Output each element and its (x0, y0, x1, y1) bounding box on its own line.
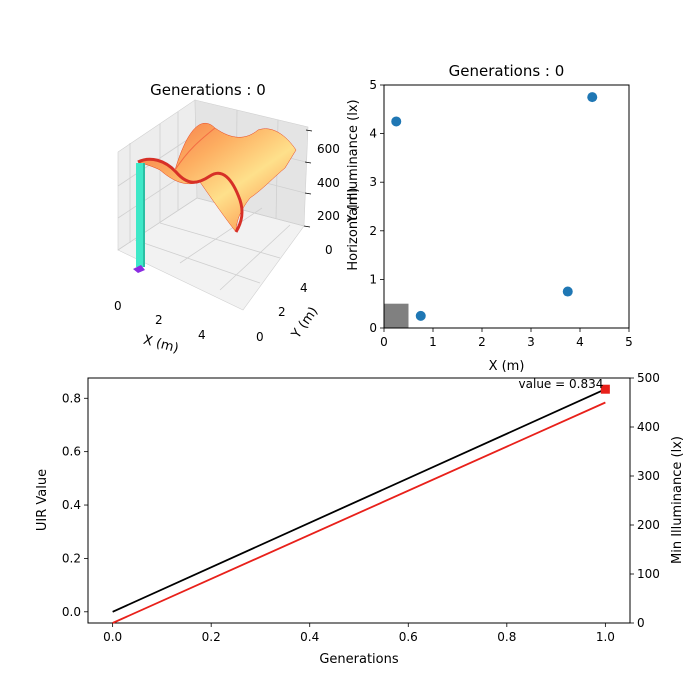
y2-tick-label: 400 (637, 420, 660, 434)
surface-ytick-label: 4 (300, 281, 308, 295)
surface-bar-base (133, 265, 145, 273)
surface-ytick-label: 0 (256, 330, 264, 344)
x-tick-label: 1 (429, 335, 437, 349)
surface-bar (133, 163, 145, 273)
y-tick-label: 5 (369, 78, 377, 92)
x-tick-label: 4 (576, 335, 584, 349)
x-tick-label: 2 (478, 335, 486, 349)
x-tick-label: 0.2 (202, 630, 221, 644)
line-ylabel: UIR Value (35, 469, 50, 531)
scatter-panel: 0 1 2 3 4 5 0 1 2 3 4 5 Generations : 0 X (m) Horizont… (346, 62, 633, 374)
y-tick-label: 2 (369, 224, 377, 238)
surface-panel: Generations : 0 (114, 81, 340, 357)
surface-title: Generations : 0 (150, 81, 266, 99)
y-tick-label: 1 (369, 272, 377, 286)
y2-tick-label: 0 (637, 616, 645, 630)
x-tick-label: 3 (527, 335, 535, 349)
surface-yticks: 0 2 4 (256, 281, 308, 344)
line-frame (87, 377, 631, 624)
surface-ylabel: Y (m) (288, 304, 321, 342)
surface-xtick-label: 4 (198, 328, 206, 342)
line-xlabel: Generations (319, 652, 399, 667)
value-annotation: value = 0.834 (519, 377, 604, 391)
y-tick-label: 0.2 (62, 551, 81, 565)
x-tick-label: 0.4 (300, 630, 319, 644)
value-marker (600, 384, 610, 394)
scatter-ylabel: Y (m) (346, 188, 361, 224)
y2-tick-label: 200 (637, 518, 660, 532)
y-tick-label: 0.4 (62, 498, 81, 512)
y-tick-label: 0 (369, 321, 377, 335)
surface-xtick-label: 0 (114, 299, 122, 313)
scatter-point (415, 310, 426, 321)
uir-line (112, 388, 606, 613)
surface-ztick-label: 200 (317, 209, 340, 223)
y-tick-label: 0.8 (62, 391, 81, 405)
y-tick-label: 4 (369, 127, 377, 141)
line-y2label: Min Illuminance (lx) (670, 436, 685, 564)
surface-front-edge (137, 157, 244, 233)
shaded-region (384, 303, 409, 328)
y2-tick-label: 300 (637, 469, 660, 483)
surface-xtick-label: 2 (155, 313, 163, 327)
surface-mesh (137, 122, 297, 233)
x-tick-label: 0 (380, 335, 388, 349)
surface-zticks: 0 200 400 600 (317, 142, 340, 257)
surface-ztick-marks (303, 129, 313, 228)
y2-tick-label: 100 (637, 567, 660, 581)
x-tick-label: 1.0 (596, 630, 615, 644)
x-tick-label: 0.8 (497, 630, 516, 644)
scatter-ylabel-overlay: Horizontal Illuminance (lx) (346, 99, 361, 270)
min-illuminance-line (112, 401, 606, 624)
y-tick-label: 0.0 (62, 605, 81, 619)
x-tick-label: 0.0 (103, 630, 122, 644)
surface-xticks: 0 2 4 (114, 299, 206, 342)
y-tick-label: 3 (369, 175, 377, 189)
surface-ridge (174, 127, 216, 171)
scatter-point (562, 286, 573, 297)
surface-ztick-label: 600 (317, 142, 340, 156)
surface-bar-body (136, 163, 143, 267)
scatter-title: Generations : 0 (449, 62, 565, 80)
scatter-point (391, 116, 402, 127)
surface-ytick-label: 2 (278, 305, 286, 319)
surface-ztick-label: 0 (325, 243, 333, 257)
surface-bar-side (143, 163, 145, 267)
y2-tick-label: 500 (637, 371, 660, 385)
x-tick-label: 5 (625, 335, 633, 349)
scatter-point (587, 92, 598, 103)
surface-top (137, 122, 297, 233)
surface-xlabel: X (m) (142, 333, 181, 357)
scatter-xlabel: X (m) (489, 359, 525, 374)
surface-ztick-label: 400 (317, 176, 340, 190)
y-tick-label: 0.6 (62, 445, 81, 459)
x-tick-label: 0.6 (399, 630, 418, 644)
line-panel: 0.0 0.2 0.4 0.6 0.8 1.0 0.0 0.2 0.4 0.6 0.8 0 100 200… (35, 371, 685, 667)
scatter-frame (383, 84, 630, 329)
